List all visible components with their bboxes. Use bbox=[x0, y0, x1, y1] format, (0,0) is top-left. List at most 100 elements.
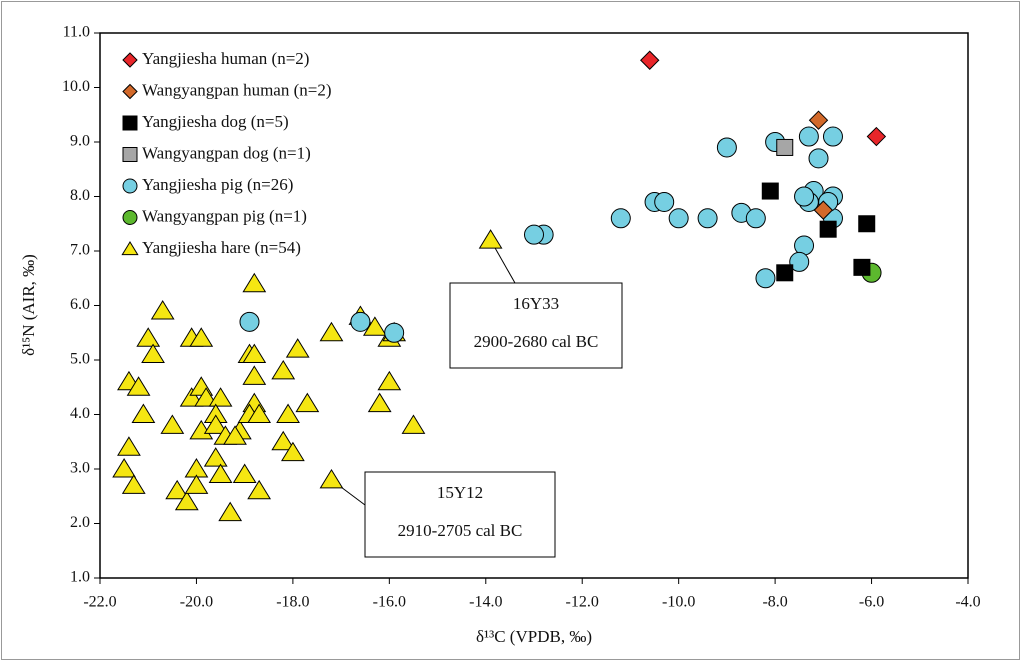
y-tick-label: 9.0 bbox=[70, 133, 90, 150]
point bbox=[716, 137, 737, 158]
point bbox=[858, 215, 876, 233]
point bbox=[819, 220, 837, 238]
x-tick-label: -12.0 bbox=[566, 594, 599, 611]
point bbox=[232, 463, 257, 483]
annotation-period: 2910-2705 cal BC bbox=[398, 521, 523, 540]
x-tick-label: -22.0 bbox=[83, 594, 116, 611]
point bbox=[179, 387, 204, 407]
point bbox=[319, 468, 344, 489]
point bbox=[853, 258, 871, 276]
point bbox=[223, 425, 247, 445]
legend-label: Yangjiesha pig (n=26) bbox=[142, 175, 293, 194]
point bbox=[401, 414, 426, 434]
point bbox=[697, 208, 718, 229]
legend-label: Wangyangpan human (n=2) bbox=[142, 80, 332, 99]
point bbox=[295, 392, 320, 413]
point bbox=[141, 343, 165, 364]
point bbox=[745, 208, 766, 229]
point bbox=[136, 327, 161, 347]
point bbox=[654, 191, 675, 212]
x-tick-label: -6.0 bbox=[859, 594, 884, 611]
point bbox=[203, 447, 228, 467]
point bbox=[208, 387, 233, 407]
point bbox=[789, 251, 810, 272]
legend-marker bbox=[122, 147, 138, 162]
point bbox=[184, 474, 209, 494]
legend-label: Wangyangpan pig (n=1) bbox=[142, 206, 307, 225]
point bbox=[478, 229, 503, 249]
x-axis-label: δ¹³C (VPDB, ‰) bbox=[476, 627, 592, 646]
point bbox=[117, 436, 141, 456]
y-tick-label: 2.0 bbox=[70, 514, 90, 531]
annotation-label: 15Y12 bbox=[437, 483, 483, 502]
point bbox=[242, 365, 267, 385]
point bbox=[285, 338, 310, 358]
point bbox=[808, 148, 829, 169]
y-tick-label: 3.0 bbox=[70, 460, 90, 477]
point bbox=[247, 479, 272, 500]
point bbox=[866, 126, 887, 147]
y-tick-label: 11.0 bbox=[63, 24, 90, 41]
point bbox=[761, 182, 779, 200]
y-tick-label: 5.0 bbox=[70, 351, 90, 368]
annotation-box bbox=[449, 282, 623, 369]
point bbox=[189, 327, 214, 347]
point bbox=[242, 272, 267, 293]
legend-marker bbox=[122, 210, 138, 225]
annotation-label: 16Y33 bbox=[513, 294, 559, 313]
legend-marker bbox=[122, 115, 138, 131]
point bbox=[813, 200, 834, 220]
x-tick-label: -8.0 bbox=[762, 594, 787, 611]
y-tick-label: 4.0 bbox=[70, 405, 90, 422]
legend-label: Wangyangpan dog (n=1) bbox=[142, 143, 311, 162]
point bbox=[280, 441, 305, 462]
annotation-box bbox=[364, 471, 556, 558]
annotation-period: 2900-2680 cal BC bbox=[474, 332, 599, 351]
legend-marker bbox=[122, 83, 138, 100]
point bbox=[218, 501, 243, 522]
point bbox=[271, 430, 296, 451]
point bbox=[174, 490, 199, 511]
x-tick-label: -18.0 bbox=[276, 594, 309, 611]
point bbox=[150, 299, 175, 320]
point bbox=[239, 311, 260, 332]
x-tick-label: -10.0 bbox=[662, 594, 695, 611]
x-tick-label: -20.0 bbox=[180, 594, 213, 611]
point bbox=[808, 110, 829, 130]
legend-marker bbox=[122, 52, 138, 68]
point bbox=[208, 463, 233, 483]
point bbox=[165, 479, 190, 500]
point bbox=[384, 322, 405, 343]
point bbox=[668, 208, 689, 229]
point bbox=[794, 186, 815, 207]
point bbox=[776, 264, 794, 282]
y-tick-label: 7.0 bbox=[70, 242, 90, 259]
legend-marker bbox=[122, 178, 138, 194]
point bbox=[319, 321, 344, 342]
x-tick-label: -4.0 bbox=[955, 594, 980, 611]
point bbox=[247, 403, 272, 423]
legend-marker bbox=[121, 241, 139, 256]
point bbox=[755, 268, 776, 289]
legend-label: Yangjiesha hare (n=54) bbox=[142, 238, 301, 257]
point bbox=[126, 376, 151, 396]
legend-label: Yangjiesha human (n=2) bbox=[142, 49, 309, 68]
x-tick-label: -14.0 bbox=[469, 594, 502, 611]
legend-label: Yangjiesha dog (n=5) bbox=[142, 112, 289, 131]
y-axis-label: δ¹⁵N (AIR, ‰) bbox=[19, 254, 38, 356]
point bbox=[798, 126, 819, 147]
point bbox=[203, 414, 228, 434]
y-tick-label: 10.0 bbox=[62, 78, 90, 95]
point bbox=[242, 343, 267, 364]
point bbox=[822, 126, 843, 147]
point bbox=[194, 387, 218, 407]
point bbox=[640, 50, 660, 70]
point bbox=[367, 392, 392, 413]
point bbox=[121, 474, 146, 494]
point bbox=[377, 370, 402, 391]
point bbox=[524, 224, 544, 245]
y-tick-label: 8.0 bbox=[70, 187, 90, 204]
y-tick-label: 1.0 bbox=[70, 569, 90, 586]
x-tick-label: -16.0 bbox=[373, 594, 406, 611]
